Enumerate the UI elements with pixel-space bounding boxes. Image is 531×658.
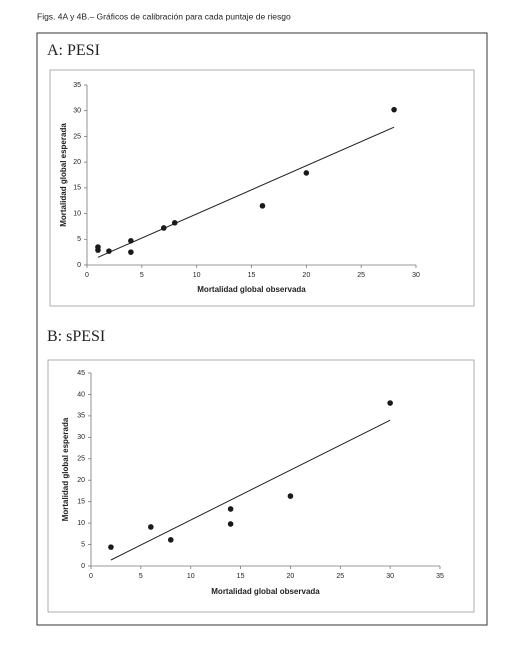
x-tick-label: 15 (248, 272, 256, 279)
point (160, 225, 167, 231)
y-tick-label: 10 (77, 520, 85, 527)
point (303, 170, 310, 176)
point (171, 220, 178, 226)
x-tick-label: 5 (140, 272, 144, 279)
y-tick-label: 15 (77, 499, 85, 506)
point (108, 544, 114, 550)
x-tick-label: 30 (386, 573, 394, 580)
y-tick-label: 15 (73, 185, 81, 192)
x-tick-label: 20 (302, 272, 310, 279)
point (106, 248, 112, 254)
x-tick-label: 0 (85, 272, 89, 279)
y-tick-label: 25 (73, 133, 81, 140)
y-tick-label: 10 (73, 210, 81, 217)
x-tick-label: 35 (436, 573, 444, 580)
y-tick-label: 35 (73, 82, 81, 89)
chart-title: A: PESI (47, 42, 100, 59)
chart-frame (47, 359, 475, 613)
point (227, 521, 234, 527)
point (391, 106, 397, 113)
chart-title: B: sPESI (47, 328, 105, 345)
x-tick-label: 30 (412, 272, 420, 279)
chart-frame (49, 69, 475, 307)
caption: Figs. 4A y 4B.– Gráficos de calibración … (37, 11, 291, 21)
y-tick-label: 20 (77, 477, 85, 484)
y-axis-title: Mortalidad global esperada (61, 417, 70, 521)
point (287, 493, 294, 499)
point (148, 524, 154, 530)
x-tick-label: 10 (193, 272, 201, 279)
y-tick-label: 25 (77, 456, 85, 463)
y-tick-label: 45 (77, 370, 85, 377)
x-tick-label: 25 (336, 573, 344, 580)
y-tick-label: 0 (81, 563, 85, 570)
x-axis-title: Mortalidad global observada (211, 587, 320, 596)
y-tick-label: 30 (77, 434, 85, 441)
point (167, 537, 174, 543)
y-tick-label: 30 (73, 108, 81, 115)
x-axis-title: Mortalidad global observada (197, 285, 306, 294)
x-tick-label: 15 (237, 573, 245, 580)
y-tick-label: 0 (77, 262, 81, 269)
x-tick-label: 0 (89, 573, 93, 580)
y-axis-title: Mortalidad global esperada (59, 123, 68, 227)
figure-frame (36, 32, 488, 626)
y-tick-label: 5 (77, 236, 81, 243)
x-tick-label: 10 (187, 573, 195, 580)
trend-line (110, 419, 391, 561)
point (227, 506, 234, 512)
point (387, 400, 393, 406)
y-tick-label: 35 (77, 413, 85, 420)
point (128, 238, 134, 244)
point (259, 203, 266, 209)
y-tick-label: 20 (73, 159, 81, 166)
x-tick-label: 25 (357, 272, 365, 279)
trend-line (97, 126, 395, 258)
x-tick-label: 20 (287, 573, 295, 580)
y-tick-label: 40 (77, 391, 85, 398)
point (95, 247, 101, 253)
y-tick-label: 5 (81, 541, 85, 548)
point (128, 249, 134, 255)
x-tick-label: 5 (139, 573, 143, 580)
